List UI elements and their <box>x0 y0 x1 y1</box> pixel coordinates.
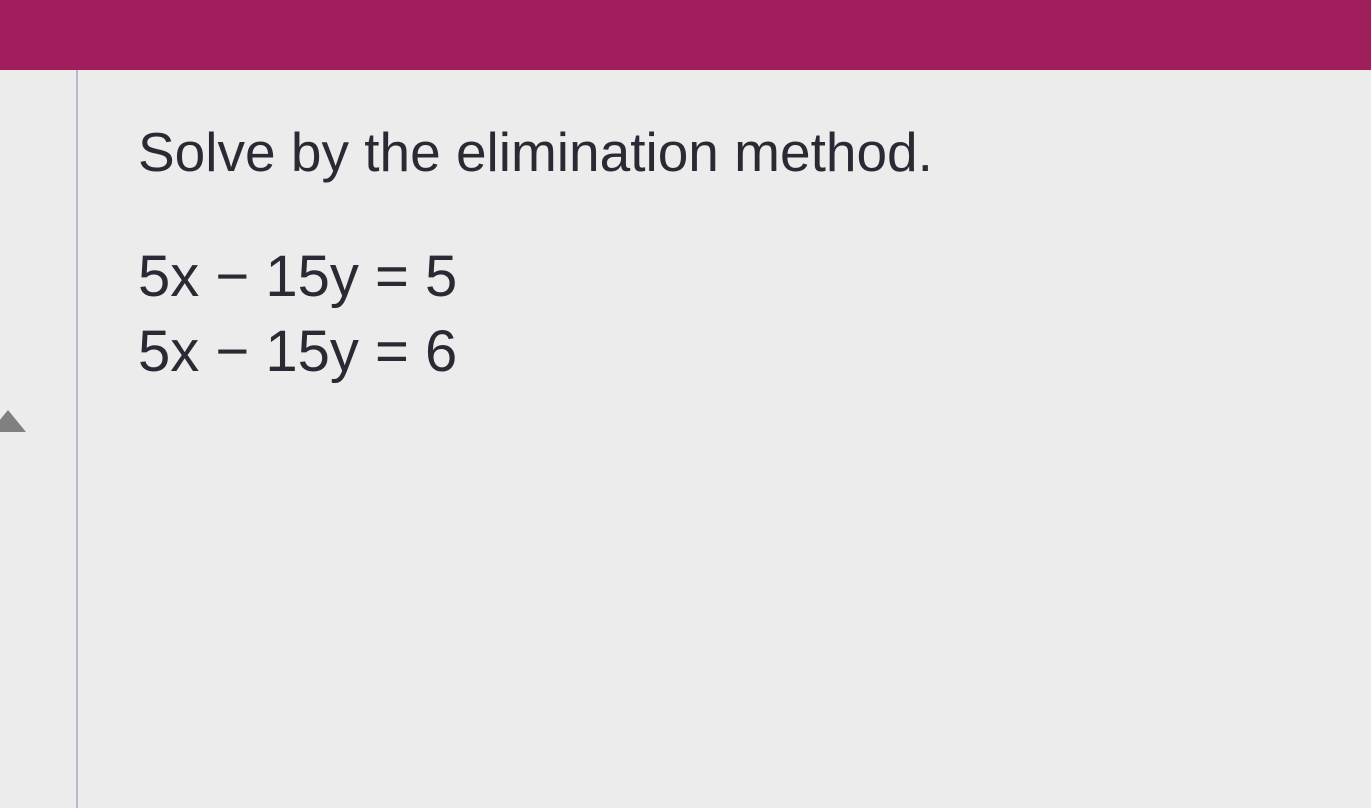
equation-2: 5x − 15y = 6 <box>138 314 933 389</box>
problem-instruction: Solve by the elimination method. <box>138 120 933 184</box>
header-bar <box>0 0 1371 70</box>
equation-system: 5x − 15y = 5 5x − 15y = 6 <box>138 239 933 390</box>
problem-content: Solve by the elimination method. 5x − 15… <box>78 70 933 808</box>
content-area: Solve by the elimination method. 5x − 15… <box>0 70 1371 808</box>
nav-arrow-icon[interactable] <box>0 410 26 432</box>
left-margin <box>0 70 78 808</box>
equation-1: 5x − 15y = 5 <box>138 239 933 314</box>
